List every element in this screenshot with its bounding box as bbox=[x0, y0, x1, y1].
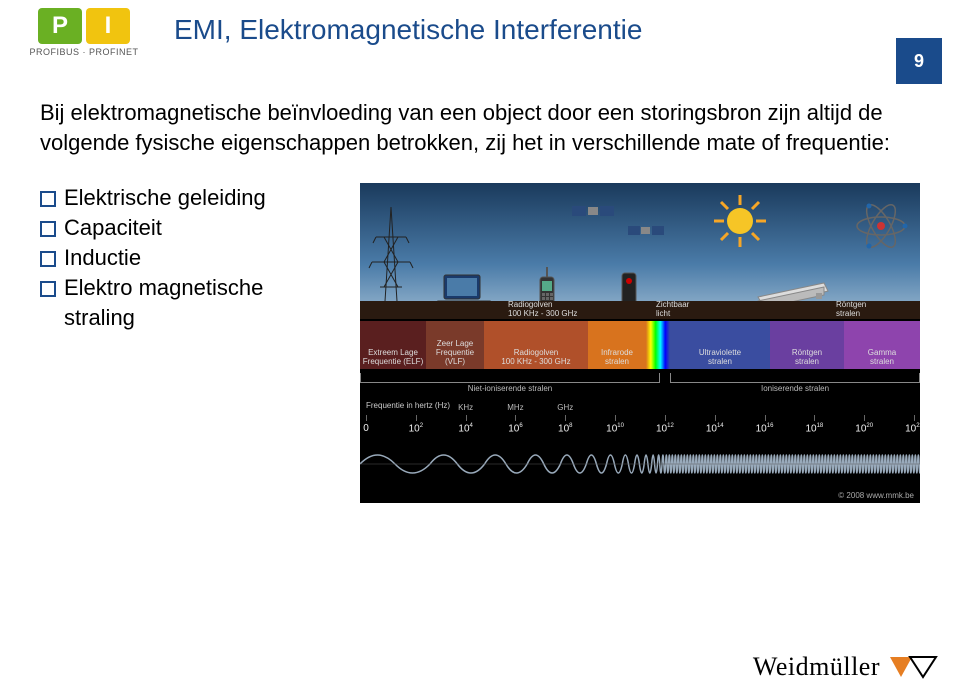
satellite-icon bbox=[570, 197, 616, 227]
axis-tick-label: 0 bbox=[363, 423, 369, 434]
pi-logo-i: I bbox=[86, 8, 130, 44]
spectrum-segment bbox=[646, 321, 670, 369]
axis-tick-label: 102 bbox=[409, 423, 423, 434]
axis-tick bbox=[814, 415, 815, 421]
spectrum-sky bbox=[360, 183, 920, 318]
axis-unit-label: MHz bbox=[507, 403, 523, 412]
freq-axis-label: Frequentie in hertz (Hz) bbox=[366, 401, 450, 410]
axis-tick bbox=[765, 415, 766, 421]
bullet-text: Capaciteit bbox=[64, 215, 162, 241]
axis-tick bbox=[515, 415, 516, 421]
spectrum-segment: Infrarodestralen bbox=[588, 321, 646, 369]
em-spectrum-figure: Extreem LageFrequentie (ELF)Zeer LageFre… bbox=[360, 183, 920, 503]
bullet-list: Elektrische geleiding Capaciteit Inducti… bbox=[40, 183, 340, 503]
axis-tick bbox=[715, 415, 716, 421]
bullet-square-icon bbox=[40, 221, 56, 237]
axis-tick bbox=[466, 415, 467, 421]
bullet-square-icon bbox=[40, 251, 56, 267]
axis-tick-label: 1014 bbox=[706, 423, 724, 434]
pi-logo-p: P bbox=[38, 8, 82, 44]
bullet-item: Inductie bbox=[40, 245, 340, 271]
slide-title: EMI, Elektromagnetische Interferentie bbox=[174, 8, 946, 46]
spectrum-segment: Zeer LageFrequentie (VLF) bbox=[426, 321, 484, 369]
bullet-item: Elektro magnetische bbox=[40, 275, 340, 301]
bracket-label: Ioniserende stralen bbox=[670, 384, 920, 393]
bullet-text: Inductie bbox=[64, 245, 141, 271]
figure-copyright: © 2008 www.mmk.be bbox=[838, 491, 914, 500]
bracket-line bbox=[360, 373, 660, 383]
axis-tick bbox=[665, 415, 666, 421]
bracket-label: Niet-ioniserende stralen bbox=[360, 384, 660, 393]
weidmuller-logo-icon bbox=[888, 653, 938, 681]
page-number-badge: 9 bbox=[896, 38, 942, 84]
axis-tick-label: 1010 bbox=[606, 423, 624, 434]
slide-header: P I PROFIBUS · PROFINET EMI, Elektromagn… bbox=[0, 0, 960, 64]
atom-icon bbox=[854, 199, 908, 253]
band-label-radio: Radiogolven100 KHz - 300 GHz bbox=[508, 301, 577, 319]
bullet-text: Elektrische geleiding bbox=[64, 185, 266, 211]
bullet-item-continuation: straling bbox=[40, 305, 340, 331]
axis-tick-label: 108 bbox=[558, 423, 572, 434]
bullet-text: straling bbox=[64, 305, 135, 331]
axis-tick bbox=[366, 415, 367, 421]
axis-tick bbox=[864, 415, 865, 421]
spectrum-color-band: Extreem LageFrequentie (ELF)Zeer LageFre… bbox=[360, 321, 920, 369]
satellite-icon bbox=[626, 219, 666, 245]
axis-tick-label: 106 bbox=[508, 423, 522, 434]
axis-tick bbox=[416, 415, 417, 421]
bullet-square-icon bbox=[40, 281, 56, 297]
bullet-item: Capaciteit bbox=[40, 215, 340, 241]
axis-tick bbox=[565, 415, 566, 421]
axis-tick-label: 1022 bbox=[905, 423, 920, 434]
sun-icon bbox=[712, 193, 768, 249]
freq-axis: 0 102 104 106 108 1010 1012 1014 1016 1018 1020 102… bbox=[360, 415, 920, 437]
spectrum-segment: Extreem LageFrequentie (ELF) bbox=[360, 321, 426, 369]
axis-unit-label: KHz bbox=[458, 403, 473, 412]
axis-unit-label: GHz bbox=[557, 403, 573, 412]
spectrum-segment: Ultraviolettestralen bbox=[670, 321, 770, 369]
band-label-visible: Zichtbaarlicht bbox=[656, 301, 689, 319]
wave-diagram bbox=[360, 441, 920, 487]
pi-logo: P I PROFIBUS · PROFINET bbox=[14, 8, 154, 64]
axis-tick-label: 104 bbox=[458, 423, 472, 434]
ionization-brackets: Niet-ioniserende stralen Ioniserende stra… bbox=[360, 373, 920, 395]
axis-tick-label: 1012 bbox=[656, 423, 674, 434]
spectrum-segment: Radiogolven100 KHz - 300 GHz bbox=[484, 321, 588, 369]
axis-tick-label: 1018 bbox=[805, 423, 823, 434]
axis-tick bbox=[914, 415, 915, 421]
bullet-square-icon bbox=[40, 191, 56, 207]
axis-tick-label: 1020 bbox=[855, 423, 873, 434]
band-label-rontgen: Röntgenstralen bbox=[836, 301, 866, 319]
intro-paragraph: Bij elektromagnetische beïnvloeding van … bbox=[40, 98, 900, 157]
bullet-text: Elektro magnetische bbox=[64, 275, 263, 301]
pi-logo-subtitle: PROFIBUS · PROFINET bbox=[29, 47, 138, 57]
brand-name: Weidmüller bbox=[753, 652, 880, 682]
spectrum-segment: Gammastralen bbox=[844, 321, 920, 369]
axis-tick-label: 1016 bbox=[756, 423, 774, 434]
footer-brand: Weidmüller bbox=[753, 652, 938, 682]
bullet-item: Elektrische geleiding bbox=[40, 185, 340, 211]
slide-body: Bij elektromagnetische beïnvloeding van … bbox=[0, 64, 960, 503]
bracket-line bbox=[670, 373, 920, 383]
axis-tick bbox=[615, 415, 616, 421]
spectrum-segment: Röntgenstralen bbox=[770, 321, 844, 369]
